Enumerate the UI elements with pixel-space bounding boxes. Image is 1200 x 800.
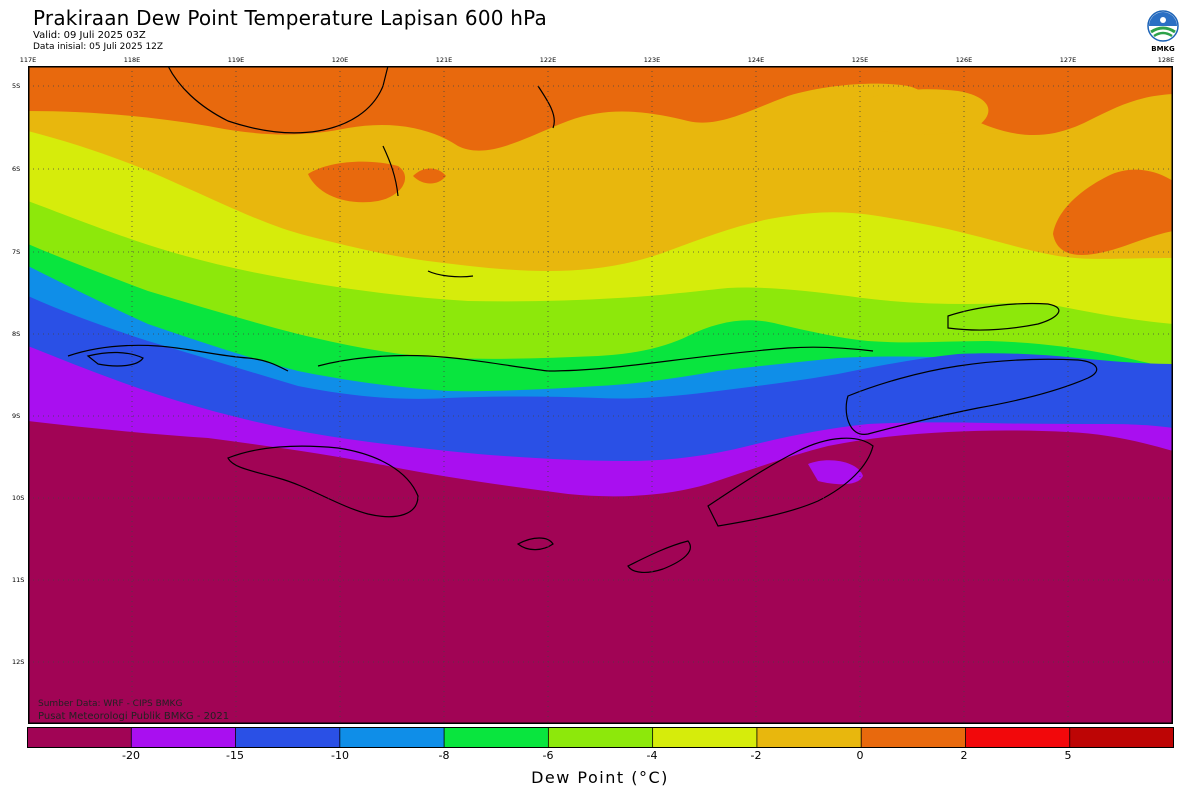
- colorbar-bin: [27, 727, 132, 748]
- colorbar-bin: [131, 727, 237, 748]
- flores-islands-coast: [427, 270, 474, 278]
- band-dark-orange-small: [413, 168, 446, 184]
- lon-label: 127E: [1059, 56, 1077, 64]
- flores-coast: [317, 346, 874, 372]
- buton-coast: [537, 85, 555, 129]
- lat-label: 5S: [12, 82, 21, 90]
- colorbar-tick: -2: [750, 749, 762, 762]
- lon-label: 123E: [643, 56, 661, 64]
- sumbawa-coast: [67, 344, 289, 372]
- lon-label: 122E: [539, 56, 557, 64]
- colorbar-bin: [652, 727, 758, 748]
- colorbar-bin: [444, 727, 549, 748]
- lat-label: 10S: [12, 494, 25, 502]
- lat-label: 7S: [12, 248, 21, 256]
- purple-patch: [808, 460, 863, 485]
- lat-label: 9S: [12, 412, 21, 420]
- lon-label: 120E: [331, 56, 349, 64]
- timor-west-coast: [707, 437, 874, 527]
- lat-label: 8S: [12, 330, 21, 338]
- colorbar-bin: [861, 727, 966, 748]
- lon-label: 128E: [1157, 56, 1175, 64]
- colorbar-bin: [965, 727, 1071, 748]
- valid-time: Valid: 09 Juli 2025 03Z: [33, 30, 146, 41]
- band-dark-orange-mid: [308, 161, 406, 203]
- colorbar-tick: -15: [226, 749, 244, 762]
- colorbar-bin: [235, 727, 341, 748]
- colorbar-tick: 2: [960, 749, 968, 762]
- colorbar-bin: [1069, 727, 1174, 748]
- map-frame: [28, 66, 1173, 724]
- band-dark-orange-east: [1053, 169, 1173, 255]
- sumba-coast: [227, 445, 419, 518]
- logo-label: BMKG: [1151, 45, 1175, 53]
- colorbar-tick: -20: [122, 749, 140, 762]
- band-gold-north: [848, 89, 989, 135]
- graticule: [28, 66, 1173, 724]
- colorbar: [27, 727, 1174, 748]
- selayar-coast: [382, 145, 399, 197]
- bmkg-logo-icon: [1147, 10, 1179, 42]
- lon-label: 126E: [955, 56, 973, 64]
- colorbar-bin: [339, 727, 445, 748]
- sabu-coast: [516, 537, 554, 551]
- alor-coast: [947, 302, 1060, 331]
- colorbar-bin: [548, 727, 654, 748]
- lombok-coast: [86, 351, 144, 367]
- lon-label: 117E: [19, 56, 37, 64]
- lat-label: 6S: [12, 165, 21, 173]
- colorbar-tick: -6: [542, 749, 554, 762]
- colorbar-tick: 0: [856, 749, 864, 762]
- colorbar-unit-label: Dew Point (°C): [531, 768, 669, 787]
- colorbar-tick: -4: [646, 749, 658, 762]
- data-source-credit: Sumber Data: WRF - CIPS BMKG: [38, 699, 183, 709]
- coastlines: [67, 66, 1098, 573]
- lon-label: 124E: [747, 56, 765, 64]
- colorbar-tick: -10: [331, 749, 349, 762]
- colorbar-bin: [756, 727, 862, 748]
- lon-label: 118E: [123, 56, 141, 64]
- colorbar-tick: 5: [1064, 749, 1072, 762]
- lon-label: 121E: [435, 56, 453, 64]
- dew-point-map: [28, 66, 1173, 724]
- lat-label: 12S: [12, 658, 25, 666]
- lat-label: 11S: [12, 576, 25, 584]
- init-time: Data inisial: 05 Juli 2025 12Z: [33, 42, 164, 52]
- timor-coast: [845, 358, 1098, 435]
- lon-label: 119E: [227, 56, 245, 64]
- sulawesi-coast: [167, 66, 389, 134]
- band-maroon: [28, 421, 1173, 724]
- colorbar-tick: -8: [438, 749, 450, 762]
- roti-coast: [627, 540, 691, 573]
- map-title: Prakiraan Dew Point Temperature Lapisan …: [33, 6, 547, 30]
- lon-label: 125E: [851, 56, 869, 64]
- organization-credit: Pusat Meteorologi Publik BMKG - 2021: [38, 711, 230, 722]
